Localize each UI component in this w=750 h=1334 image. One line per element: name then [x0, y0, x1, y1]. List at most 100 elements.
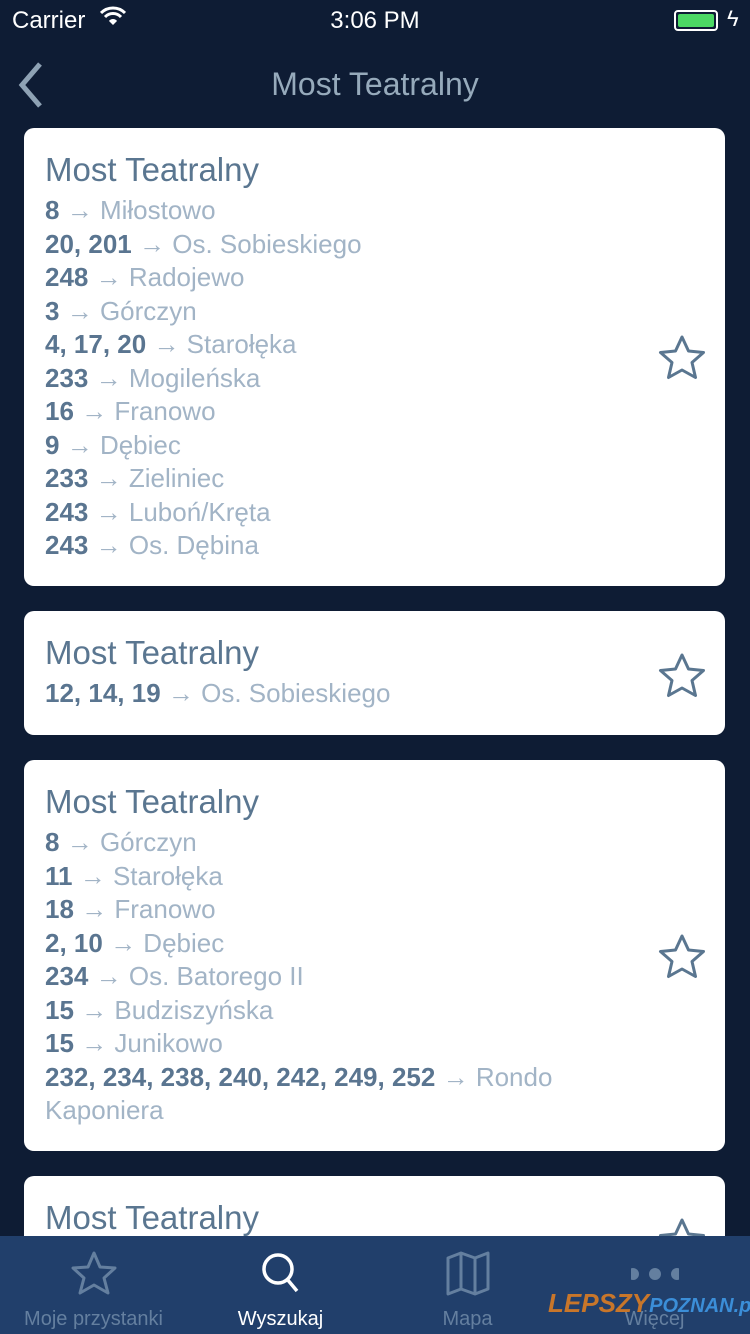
arrow: →	[66, 429, 93, 460]
arrow: →	[95, 362, 122, 393]
arrow: →	[66, 295, 93, 326]
route-row: 8 → Górczyn	[45, 826, 625, 860]
route-destination: Junikowo	[114, 1028, 223, 1058]
route-destination: Starołęka	[186, 329, 297, 359]
star-icon	[71, 1251, 117, 1295]
arrow: →	[442, 1061, 469, 1092]
stop-title: Most Teatralny	[45, 783, 259, 820]
wifi-icon	[99, 6, 127, 32]
stop-title: Most Teatralny	[45, 151, 259, 188]
route-row: 15 → Budziszyńska	[45, 994, 625, 1028]
route-row: 232, 234, 238, 240, 242, 249, 252 → Rond…	[45, 1061, 625, 1128]
arrow: →	[95, 530, 122, 560]
route-row: 3 → Górczyn	[45, 295, 625, 329]
tab-mapa[interactable]: Mapa	[374, 1236, 561, 1334]
route-lines: 11	[45, 860, 73, 891]
route-lines: 8	[45, 827, 60, 857]
map-icon	[446, 1251, 490, 1296]
more-icon	[631, 1268, 679, 1280]
carrier-label: Carrier	[12, 7, 86, 34]
back-chevron-icon[interactable]	[14, 60, 48, 110]
route-destination: Zieliniec	[128, 463, 225, 493]
route-destination: Os. Sobieskiego	[172, 228, 362, 259]
route-destination: Dębiec	[99, 429, 181, 460]
favorite-star-icon[interactable]	[657, 932, 707, 982]
route-lines: 248	[45, 262, 89, 292]
route-destination: Mogileńska	[128, 362, 261, 393]
route-row: 233 → Zieliniec	[45, 462, 625, 496]
favorite-star-icon[interactable]	[657, 333, 707, 383]
route-lines: 4, 17, 20	[45, 329, 147, 359]
arrow: →	[95, 961, 122, 991]
arrow: →	[81, 1028, 108, 1058]
route-destination: Os. Sobieskiego	[201, 678, 391, 708]
route-destination: Franowo	[114, 894, 216, 924]
stop-title: Most Teatralny	[45, 634, 259, 671]
clock: 3:06 PM	[330, 7, 420, 34]
navigation-bar: Most Teatralny	[0, 40, 750, 128]
route-row: 248 → Radojewo	[45, 261, 625, 295]
arrow: →	[153, 329, 180, 359]
route-lines: 8	[45, 195, 60, 225]
arrow: →	[81, 894, 108, 924]
route-lines: 233	[45, 463, 89, 493]
arrow: →	[79, 860, 106, 891]
arrow: →	[66, 195, 93, 225]
route-destination: Dębiec	[143, 927, 225, 958]
route-destination: Starołęka	[112, 860, 223, 891]
arrow: →	[95, 262, 122, 292]
route-row: 15 → Junikowo	[45, 1027, 625, 1061]
route-row: 9 → Dębiec	[45, 429, 625, 463]
route-lines: 16	[45, 396, 74, 426]
route-lines: 243	[45, 530, 89, 560]
route-lines: 3	[45, 295, 60, 326]
battery-icon	[674, 10, 718, 31]
route-lines: 15	[45, 994, 74, 1025]
route-row: 2, 10 → Dębiec	[45, 927, 625, 961]
route-destination: Miłostowo	[99, 195, 216, 225]
route-row: 234 → Os. Batorego II	[45, 960, 625, 994]
route-row: 243 → Luboń/Kręta	[45, 496, 625, 530]
arrow: →	[95, 463, 122, 493]
route-destination: Os. Dębina	[128, 530, 259, 560]
route-lines: 232, 234, 238, 240, 242, 249, 252	[45, 1061, 436, 1092]
arrow: →	[167, 678, 194, 708]
tab-wiecej[interactable]: Więcej	[561, 1236, 748, 1334]
arrow: →	[81, 994, 108, 1025]
route-row: 11 → Starołęka	[45, 860, 625, 894]
route-lines: 20, 201	[45, 228, 132, 259]
route-row: 233 → Mogileńska	[45, 362, 625, 396]
route-row: 20, 201 → Os. Sobieskiego	[45, 228, 625, 262]
tab-moje-przystanki[interactable]: Moje przystanki	[0, 1236, 187, 1334]
route-row: 8 → Miłostowo	[45, 194, 625, 228]
route-row: 12, 14, 19 → Os. Sobieskiego	[45, 677, 625, 711]
arrow: →	[110, 927, 137, 958]
stop-card[interactable]: Most Teatralny 8 → Miłostowo 20, 201 → Os.…	[24, 128, 725, 586]
tab-label: Mapa	[442, 1308, 493, 1330]
tab-label: Wyszukaj	[237, 1308, 324, 1330]
stop-card[interactable]: Most Teatralny 8 → Górczyn 11 → Starołęka 1…	[24, 760, 725, 1151]
route-destination: Os. Batorego II	[128, 961, 304, 991]
status-bar: Carrier 3:06 PM ϟ	[0, 0, 750, 40]
arrow: →	[95, 496, 122, 527]
stop-card[interactable]: Most Teatralny 12, 14, 19 → Os. Sobieskie…	[24, 611, 725, 735]
route-lines: 9	[45, 429, 60, 460]
arrow: →	[138, 228, 165, 259]
route-destination: Górczyn	[99, 295, 197, 326]
tab-bar: Moje przystanki Wyszukaj Mapa Więcej	[0, 1236, 750, 1334]
route-lines: 18	[45, 894, 74, 924]
route-lines: 233	[45, 362, 89, 393]
route-lines: 234	[45, 961, 89, 991]
route-lines: 243	[45, 496, 89, 527]
favorite-star-icon[interactable]	[657, 651, 707, 701]
tab-wyszukaj[interactable]: Wyszukaj	[187, 1236, 374, 1334]
route-row: 243 → Os. Dębina	[45, 529, 625, 563]
route-destination: Rondo Kaponiera	[45, 1061, 553, 1126]
search-icon	[262, 1253, 299, 1293]
route-lines: 2, 10	[45, 927, 103, 958]
tab-label: Więcej	[624, 1308, 685, 1330]
route-row: 4, 17, 20 → Starołęka	[45, 328, 625, 362]
route-destination: Radojewo	[128, 262, 245, 292]
watermark-logo: LEPSZYPOZNAN.pl	[548, 1288, 750, 1318]
route-lines: 15	[45, 1028, 74, 1058]
